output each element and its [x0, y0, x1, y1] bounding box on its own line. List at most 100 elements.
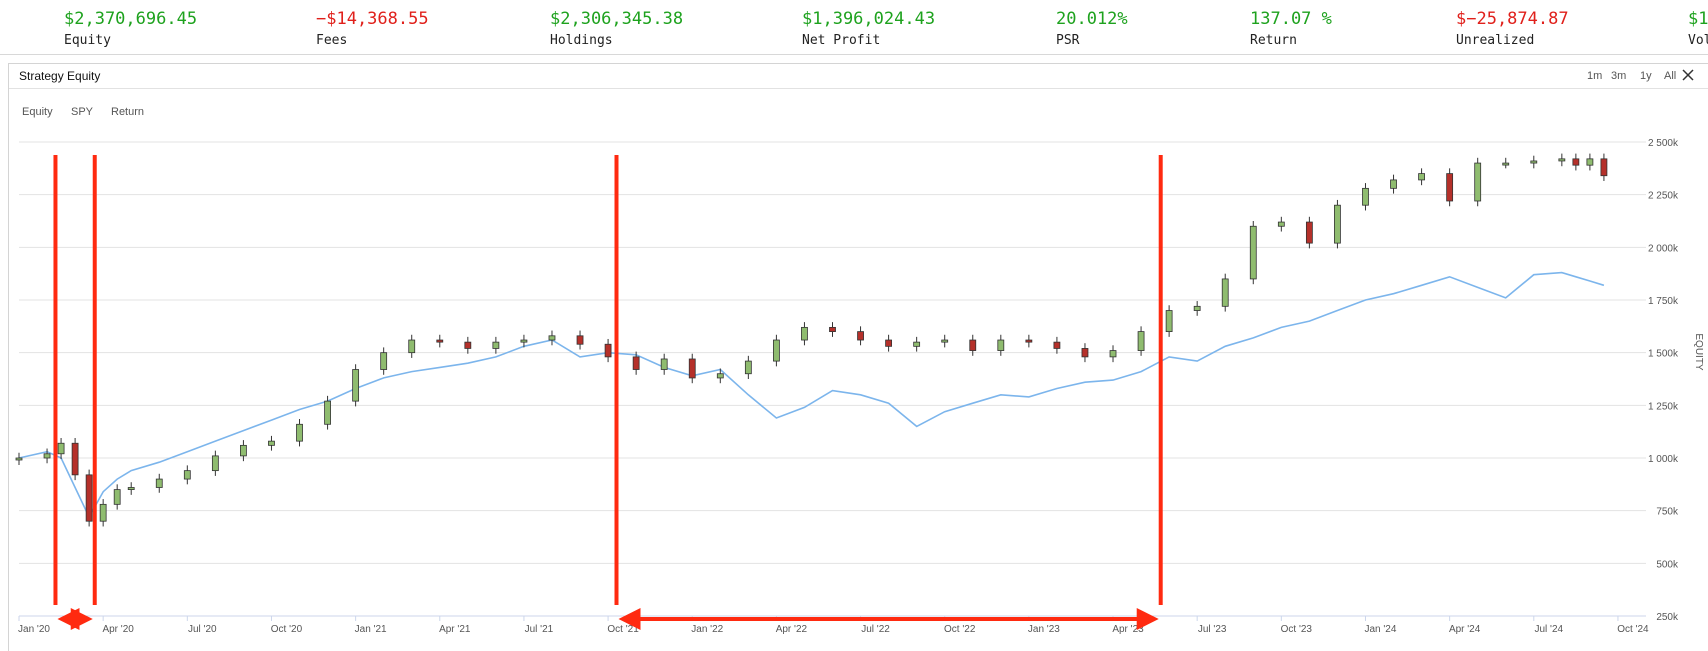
stat-net-profit: $1,396,024.43 Net Profit — [802, 8, 935, 50]
equity-candle — [829, 326, 836, 332]
equity-candle — [296, 423, 303, 442]
stat-value: $1,396,024.43 — [802, 9, 936, 29]
equity-candle — [1137, 331, 1145, 351]
series-toggle-equity[interactable]: Equity — [22, 106, 53, 118]
equity-candle — [1474, 162, 1482, 202]
equity-candle — [801, 326, 808, 341]
equity-candle — [632, 356, 640, 370]
equity-candle — [1249, 225, 1257, 280]
spy-line — [18, 271, 1605, 519]
equity-candle — [57, 442, 65, 455]
equity-candle — [1586, 158, 1594, 166]
y-tick-label: 500k — [1656, 559, 1679, 570]
y-tick-label: 750k — [1656, 507, 1679, 518]
statistics-bar: $2,370,696.45 Equity −$14,368.55 Fees $2… — [0, 0, 1708, 55]
equity-candle — [576, 335, 584, 345]
equity-candle — [857, 331, 864, 341]
equity-candle — [1221, 278, 1229, 307]
stat-equity: $2,370,696.45 Equity — [64, 8, 197, 50]
y-tick-label: 1 250k — [1648, 401, 1679, 412]
equity-candle — [688, 358, 696, 379]
equity-candle — [1053, 341, 1061, 349]
equity-candle — [1305, 221, 1313, 244]
stat-label: Equity — [64, 33, 111, 48]
stat-psr: 20.012% PSR — [1056, 8, 1128, 50]
x-tick-label: Oct '20 — [271, 624, 303, 635]
equity-candle — [240, 444, 247, 457]
equity-candle — [71, 442, 79, 476]
equity-candle — [548, 335, 556, 341]
equity-candle — [1277, 221, 1285, 227]
stat-value: 20.012% — [1056, 9, 1128, 29]
equity-candle — [604, 343, 612, 358]
stat-value: $1 — [1688, 9, 1708, 29]
equity-candle — [1530, 160, 1538, 164]
stat-label: Return — [1250, 33, 1297, 48]
equity-candle — [1025, 339, 1033, 343]
equity-candle — [492, 341, 500, 349]
x-tick-label: Jul '22 — [861, 624, 890, 635]
equity-candle — [408, 339, 416, 354]
equity-candle — [520, 339, 528, 343]
y-tick-label: 250k — [1656, 612, 1679, 623]
equity-candle — [15, 457, 23, 461]
x-tick-label: Jul '24 — [1534, 624, 1563, 635]
equity-candle — [324, 400, 331, 425]
range-all-button[interactable]: All — [1664, 70, 1677, 82]
y-tick-label: 2 250k — [1648, 191, 1679, 202]
annotation-arrowhead-right — [1136, 608, 1159, 630]
x-tick-label: Apr '20 — [102, 624, 134, 635]
range-1y-button[interactable]: 1y — [1640, 70, 1652, 82]
series-toggle-return[interactable]: Return — [111, 106, 145, 118]
equity-candle — [772, 339, 780, 362]
equity-candle — [211, 455, 219, 472]
stat-label: Vol — [1688, 33, 1708, 48]
x-tick-label: Jul '21 — [525, 624, 554, 635]
equity-candle — [1600, 158, 1608, 177]
x-tick-label: Jan '21 — [355, 624, 387, 635]
equity-candle — [1446, 173, 1454, 202]
equity-candle — [885, 339, 893, 347]
close-icon[interactable] — [1680, 67, 1696, 83]
x-tick-label: Jan '20 — [18, 624, 50, 635]
equity-candle — [744, 360, 752, 375]
range-3m-button[interactable]: 3m — [1611, 70, 1627, 82]
y-tick-label: 1 000k — [1648, 454, 1679, 465]
x-tick-label: Oct '21 — [607, 624, 639, 635]
x-tick-label: Jul '20 — [188, 624, 217, 635]
stat-unrealized: $−25,874.87 Unrealized — [1456, 8, 1569, 50]
stat-label: Holdings — [550, 33, 613, 48]
equity-candle — [716, 373, 724, 379]
equity-candle — [1165, 310, 1173, 332]
x-tick-label: Oct '23 — [1281, 624, 1313, 635]
equity-candle — [1109, 350, 1117, 358]
equity-candle — [1502, 162, 1510, 166]
equity-candle — [183, 470, 191, 480]
equity-candle — [43, 453, 51, 459]
equity-candle — [941, 339, 949, 343]
stat-return: 137.07 % Return — [1250, 8, 1332, 50]
equity-candle — [127, 487, 135, 491]
equity-candle — [1362, 187, 1369, 206]
equity-candle — [660, 358, 668, 370]
annotation-arrowhead-right — [70, 608, 93, 630]
x-tick-label: Jul '23 — [1198, 624, 1227, 635]
equity-candle — [1418, 173, 1425, 181]
strategy-equity-panel: Strategy Equity 1m 3m 1y All Equity SPY … — [8, 63, 1708, 651]
equity-candle — [99, 503, 107, 522]
y-tick-label: 1 500k — [1648, 349, 1679, 360]
stat-value: $−25,874.87 — [1456, 9, 1569, 29]
series-toggle-spy[interactable]: SPY — [71, 106, 94, 118]
panel-title: Strategy Equity — [19, 69, 101, 83]
equity-candle — [352, 369, 360, 402]
equity-candle — [1572, 158, 1580, 166]
stat-value: −$14,368.55 — [316, 9, 429, 29]
equity-candle — [1081, 348, 1089, 358]
equity-candle — [380, 352, 388, 370]
equity-candle — [85, 474, 93, 522]
equity-candle — [268, 440, 275, 446]
range-1m-button[interactable]: 1m — [1587, 70, 1603, 82]
y-tick-label: 2 500k — [1648, 138, 1679, 149]
stat-volume: $1 Vol — [1688, 8, 1708, 50]
